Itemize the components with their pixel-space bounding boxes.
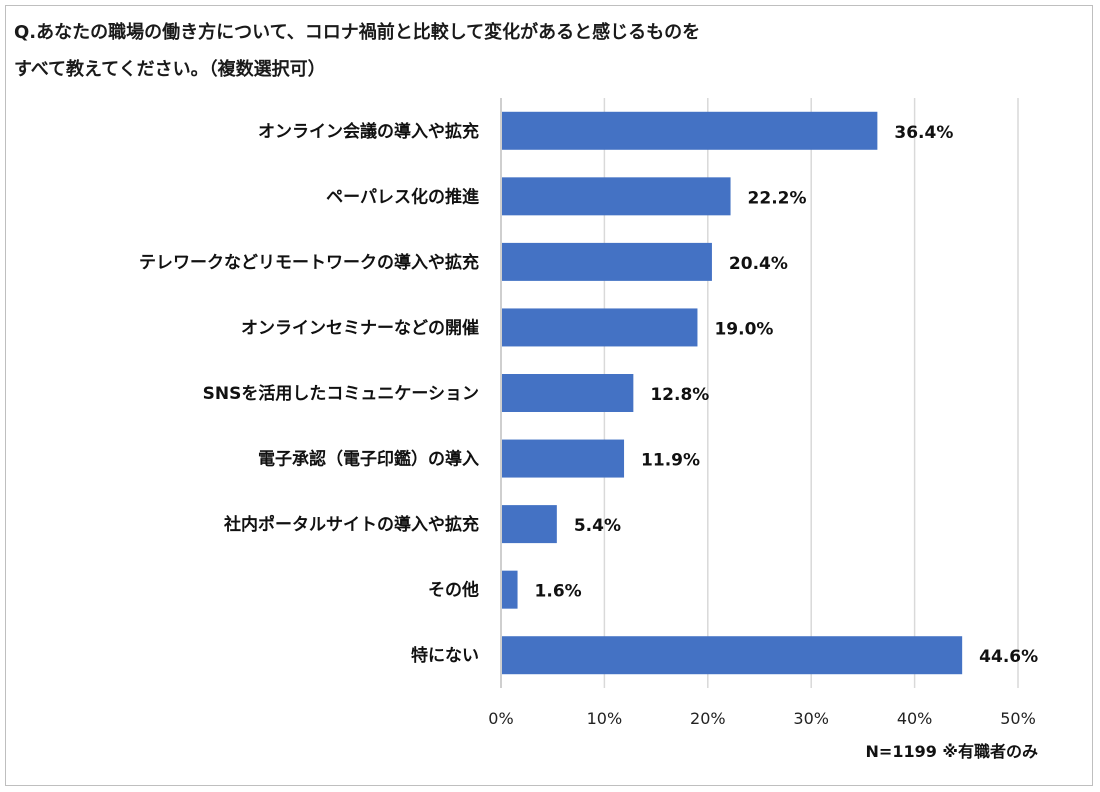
bar-2 [502,242,712,281]
category-label-8: 特にない [411,645,479,666]
x-tick-label-0: 0% [488,709,513,728]
title-line-2: すべて教えてください。（複数選択可） [14,59,326,80]
value-label-3: 19.0% [714,319,773,339]
bar-4 [502,374,634,412]
category-label-2: テレワークなどリモートワークの導入や拡充 [139,252,479,273]
bar-1 [502,177,731,216]
bar-6 [502,505,557,544]
bar-0 [502,111,878,150]
x-tick-label-3: 30% [793,709,829,728]
value-label-6: 5.4% [574,516,621,536]
category-label-6: 社内ポータルサイトの導入や拡充 [223,514,479,535]
category-label-1: ペーパレス化の推進 [326,186,479,207]
x-tick-label-4: 40% [897,709,933,728]
category-label-7: その他 [428,580,479,601]
bar-3 [502,308,698,347]
value-label-8: 44.6% [979,647,1038,667]
value-label-7: 1.6% [535,582,582,602]
category-label-0: オンライン会議の導入や拡充 [258,121,479,142]
bar-5 [502,439,625,478]
value-label-0: 36.4% [894,123,953,143]
value-label-5: 11.9% [641,451,700,471]
title-line-1: Q.あなたの職場の働き方について、コロナ禍前と比較して変化があると感じるものを [14,22,701,43]
category-label-4: SNSを活用したコミュニケーション [203,383,479,404]
x-tick-label-1: 10% [587,709,623,728]
value-label-4: 12.8% [650,385,709,405]
category-label-3: オンラインセミナーなどの開催 [241,317,479,338]
value-label-1: 22.2% [748,188,807,208]
bar-7 [502,570,518,609]
bar-8 [502,636,963,675]
x-tick-label-2: 20% [690,709,726,728]
sample-size-footnote: N=1199 ※有職者のみ [865,742,1038,761]
value-label-2: 20.4% [729,254,788,274]
chart-title: Q.あなたの職場の働き方について、コロナ禍前と比較して変化があると感じるものを … [14,14,834,88]
x-tick-label-5: 50% [1000,709,1036,728]
category-label-5: 電子承認（電子印鑑）の導入 [258,449,479,470]
